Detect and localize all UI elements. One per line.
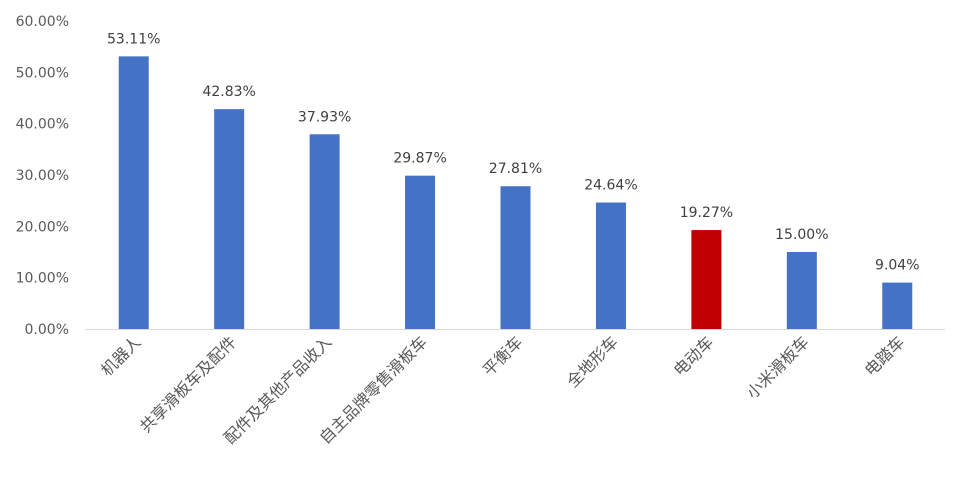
y-tick-label: 50.00% <box>16 65 69 81</box>
bar-data-label: 37.93% <box>298 109 351 125</box>
y-tick-label: 20.00% <box>16 219 69 235</box>
bar <box>691 230 722 329</box>
x-category-label: 电动车 <box>670 332 717 379</box>
bar <box>500 186 531 329</box>
bar-data-label: 27.81% <box>489 161 542 177</box>
y-axis-tick-labels: 0.00% 10.00% 20.00% 30.00% 40.00% 50.00% 60.00… <box>16 14 69 338</box>
bar <box>786 252 817 329</box>
y-tick-label: 0.00% <box>25 322 69 338</box>
bar-data-label: 15.00% <box>775 227 828 243</box>
x-category-label: 电踏车 <box>861 332 908 379</box>
bar-data-label: 24.64% <box>584 178 637 194</box>
bars <box>118 56 913 330</box>
x-category-label: 共享滑板车及配件 <box>136 332 240 436</box>
y-tick-label: 40.00% <box>16 117 69 133</box>
bar <box>118 56 149 330</box>
x-category-label: 小米滑板车 <box>743 332 813 402</box>
y-tick-label: 30.00% <box>16 168 69 184</box>
bar-data-label: 9.04% <box>875 258 919 274</box>
bar <box>405 175 436 329</box>
bar-data-label: 53.11% <box>107 31 160 47</box>
x-category-label: 平衡车 <box>479 332 526 379</box>
bar <box>214 109 245 329</box>
y-tick-label: 60.00% <box>16 14 69 30</box>
x-axis-category-labels: 机器人共享滑板车及配件配件及其他产品收入自主品牌零售滑板车 平衡车 全地形车 电动车小… <box>97 332 908 447</box>
bar <box>309 134 340 329</box>
bar-data-label: 19.27% <box>680 205 733 221</box>
x-category-label: 全地形车 <box>563 332 622 391</box>
data-labels: 53.11% 42.83% 37.93% 29.87% 27.81% 24.64% 19.2… <box>107 31 919 273</box>
x-category-label: 自主品牌零售滑板车 <box>316 332 431 447</box>
bar-data-label: 29.87% <box>393 151 446 167</box>
bar <box>595 202 626 329</box>
bar <box>882 282 913 329</box>
y-tick-label: 10.00% <box>16 271 69 287</box>
bar-data-label: 42.83% <box>202 84 255 100</box>
x-category-label: 机器人 <box>97 332 144 379</box>
